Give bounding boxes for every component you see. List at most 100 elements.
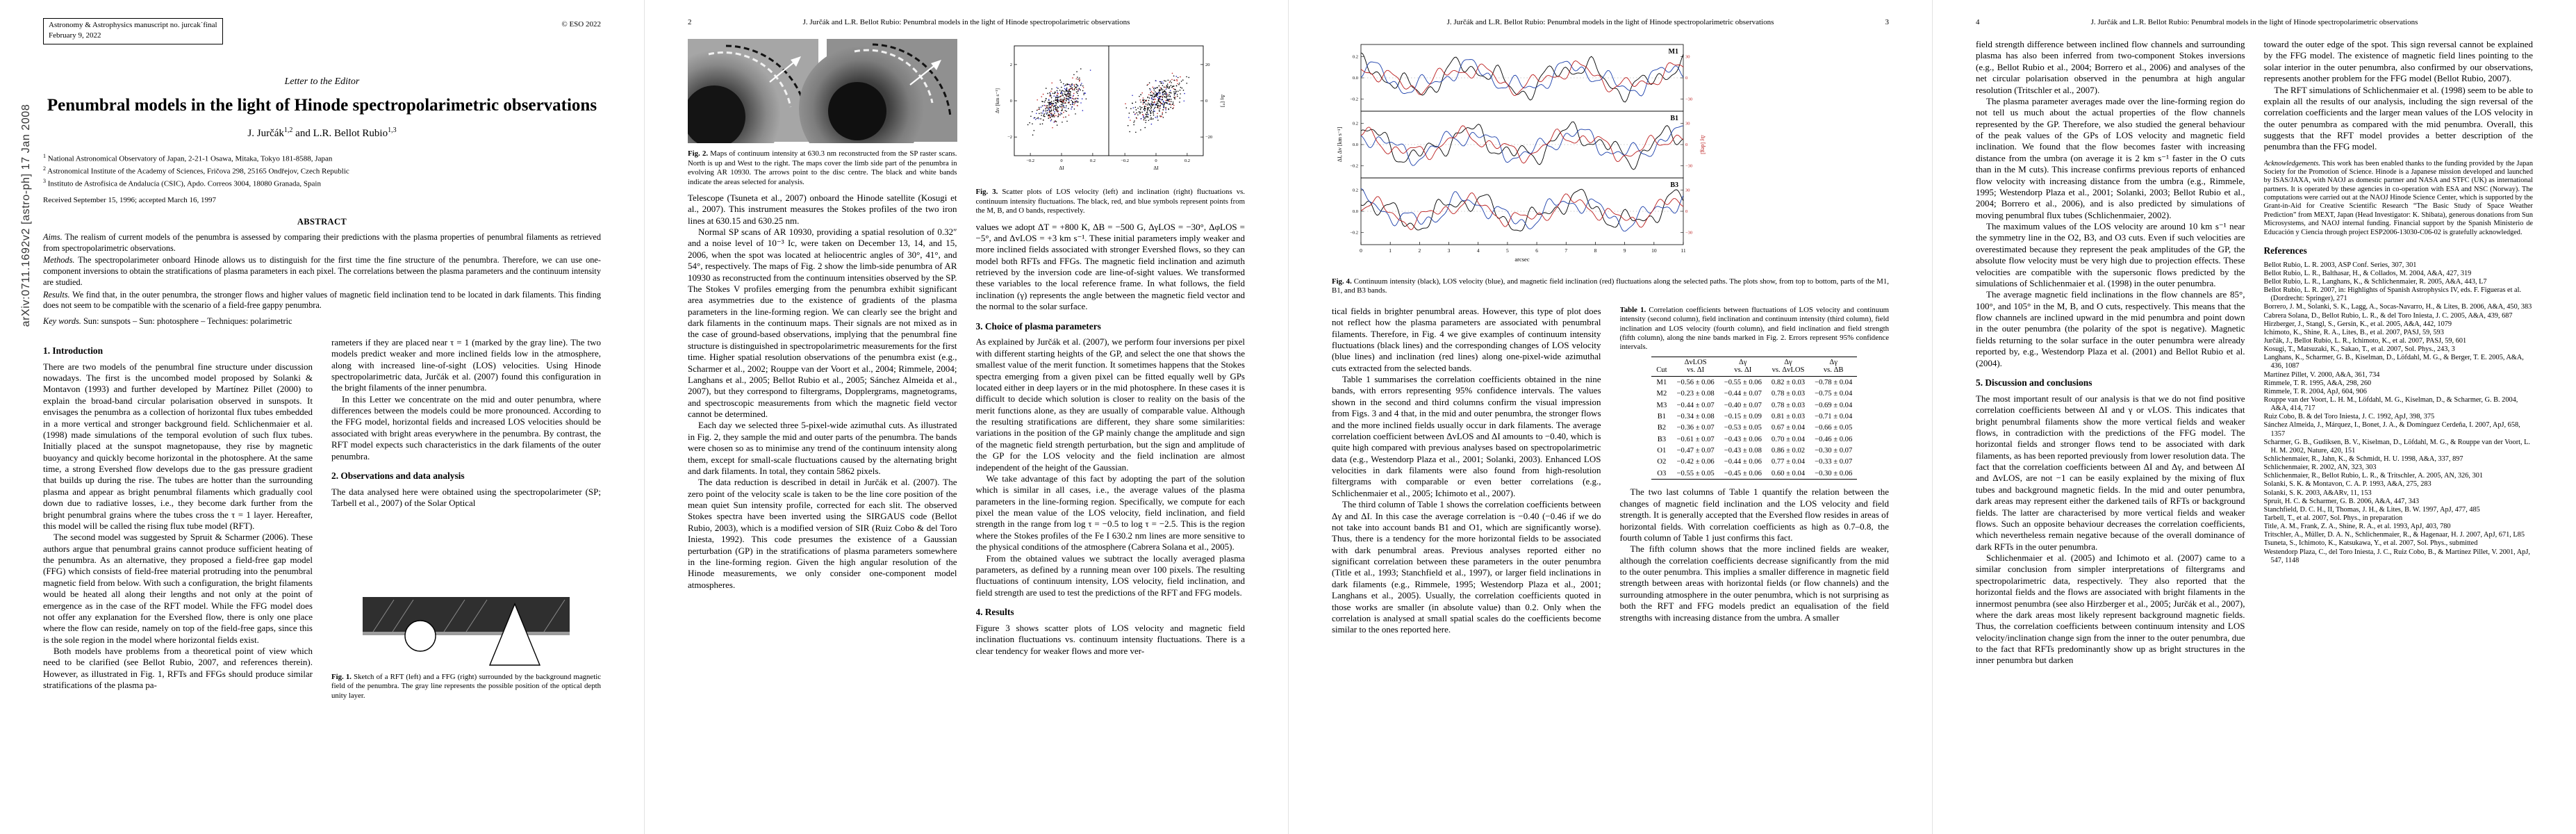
table-cell: −0.15 ± 0.09 <box>1724 412 1762 420</box>
figure-3-caption: Fig. 3. Scatter plots of LOS velocity (l… <box>976 188 1246 215</box>
author-1-affil-sup: 1,2 <box>283 126 293 134</box>
svg-text:ΔI, Δv [km s⁻¹]: ΔI, Δv [km s⁻¹] <box>1337 127 1343 163</box>
table-cell: −0.23 ± 0.08 <box>1676 390 1715 398</box>
page-number: 2 <box>688 18 692 26</box>
abstract-results: Results. We find that, in the outer penu… <box>43 290 601 311</box>
page1-right-column: rameters if they are placed near τ = 1 (… <box>331 337 601 782</box>
svg-text:−30: −30 <box>1685 164 1692 169</box>
running-title: J. Jurčák and L.R. Bellot Rubio: Penumbr… <box>2090 18 2418 26</box>
page-3: J. Jurčák and L.R. Bellot Rubio: Penumbr… <box>1288 0 1932 834</box>
svg-text:−2: −2 <box>1007 135 1012 140</box>
table-cell: −0.44 ± 0.07 <box>1676 401 1715 409</box>
table-cell: −0.33 ± 0.07 <box>1815 458 1853 466</box>
page-1: Astronomy & Astrophysics manuscript no. … <box>0 0 644 834</box>
table-cell: −0.56 ± 0.06 <box>1676 378 1715 386</box>
reference-entry: Borrero, J. M., Solanki, S. K., Lagg, A.… <box>2263 303 2532 311</box>
paragraph: The data reduction is described in detai… <box>688 477 957 590</box>
table-header-row: Cut ΔvLOS vs. ΔI Δγ vs. ΔI Δγ vs. ΔvLOS Δγ v… <box>1651 357 1858 377</box>
svg-text:0: 0 <box>1205 99 1207 104</box>
svg-text:B1: B1 <box>1670 115 1678 122</box>
svg-text:Δv [km s⁻¹]: Δv [km s⁻¹] <box>994 88 1000 113</box>
figure-4-caption-text: Continuum intensity (black), LOS velocit… <box>1332 277 1889 295</box>
reference-entry: Schlichenmaier, R. 2002, AN, 323, 303 <box>2263 464 2377 472</box>
reference-entry: Tritschler, A., Müller, D. A. N., Schlic… <box>2263 531 2525 539</box>
section-heading: 3. Choice of plasma parameters <box>975 320 1101 332</box>
reference-entry: Cabrera Solana, D., Bellot Rubio, L. R.,… <box>2263 311 2513 320</box>
reference-entry: Stanchfield, D. C. H., II, Thomas, J. H.… <box>2263 505 2480 514</box>
paragraph: The second model was suggested by Spruit… <box>43 532 313 645</box>
svg-text:−0.2: −0.2 <box>1026 158 1034 163</box>
aims-text: The realism of current models of the pen… <box>43 231 601 253</box>
keywords-line: Key words. Sun: sunspots – Sun: photosph… <box>43 316 601 327</box>
paragraph: The fifth column shows that the more inc… <box>1619 543 1890 623</box>
reference-entry: Rimmele, T. R. 1995, A&A, 298, 260 <box>2263 379 2372 387</box>
table-cell: −0.36 ± 0.07 <box>1676 424 1715 432</box>
acknowledgements: Acknowledgements. This work has been ena… <box>2264 160 2534 237</box>
table-cell-cut: O2 <box>1657 458 1667 466</box>
copyright-notice: © ESO 2022 <box>561 20 601 28</box>
reference-entry: Westendorp Plaza, C., del Toro Iniesta, … <box>2263 548 2530 564</box>
svg-text:−0.2: −0.2 <box>1350 164 1358 169</box>
svg-text:0.2: 0.2 <box>1090 158 1096 163</box>
svg-text:0.0: 0.0 <box>1353 76 1358 81</box>
table-row: O3 −0.55 ± 0.05 −0.45 ± 0.06 0.60 ± 0.04… <box>1651 468 1857 480</box>
reference-entry: Bellot Rubio, L. R. 2003, ASP Conf. Seri… <box>2263 261 2417 269</box>
figure-1-image <box>331 592 601 669</box>
page4-left-column: field strength difference between inclin… <box>1976 39 2245 801</box>
svg-text:20: 20 <box>1205 63 1210 67</box>
paragraph: As explained by Jurčák et al. (2007), we… <box>975 336 1246 473</box>
figure-2: Fig. 2. Maps of continuum intensity at 6… <box>688 39 957 187</box>
page3-right-column: Table 1. Correlation coefficients betwee… <box>1620 306 1890 784</box>
table-cell: −0.53 ± 0.05 <box>1724 424 1762 432</box>
table-cell: −0.71 ± 0.04 <box>1815 412 1853 420</box>
paragraph: Normal SP scans of AR 10930, providing a… <box>688 227 957 419</box>
paragraph: The two last columns of Table 1 quantify… <box>1619 486 1890 543</box>
table-cell: −0.78 ± 0.04 <box>1815 378 1853 386</box>
table-cell: −0.45 ± 0.06 <box>1724 469 1762 477</box>
svg-text:8: 8 <box>1594 247 1597 254</box>
reference-entry: Ichimoto, K., Shine, R. A., Lites, B., e… <box>2263 328 2444 336</box>
references-heading: References <box>2263 245 2307 256</box>
aims-label: Aims. <box>43 231 63 242</box>
table-cell: −0.61 ± 0.07 <box>1676 435 1715 443</box>
paragraph: The average magnetic field inclinations … <box>1976 289 2245 368</box>
table-cell: −0.69 ± 0.04 <box>1815 401 1853 409</box>
reference-entry: Schlichenmaier, R., Jahn, K., & Schmidt,… <box>2263 455 2463 463</box>
table-cell: 0.86 ± 0.02 <box>1771 446 1806 455</box>
figure-3-caption-text: Scatter plots of LOS velocity (left) and… <box>975 188 1246 215</box>
page-number: 3 <box>1885 18 1890 26</box>
manuscript-header: Astronomy & Astrophysics manuscript no. … <box>43 18 601 44</box>
arxiv-stamp: arXiv:0711.1692v2 [astro-ph] 17 Jan 2008 <box>20 104 32 327</box>
svg-text:0.0: 0.0 <box>1353 209 1358 214</box>
affiliation: 1 National Astronomical Observatory of J… <box>43 152 601 165</box>
paragraph: Table 1 summarises the correlation coeff… <box>1332 374 1601 498</box>
svg-text:−0.2: −0.2 <box>1350 231 1358 236</box>
table-cell: 0.81 ± 0.03 <box>1771 412 1806 420</box>
running-head: 2 J. Jurčák and L.R. Bellot Rubio: Penum… <box>688 18 1245 28</box>
table-1: Cut ΔvLOS vs. ΔI Δγ vs. ΔI Δγ vs. ΔvLOS Δγ v… <box>1651 356 1858 480</box>
svg-text:0.2: 0.2 <box>1353 121 1358 126</box>
svg-text:0: 0 <box>1685 76 1687 81</box>
figure-1-caption: Fig. 1. Sketch of a RFT (left) and a FFG… <box>331 673 601 701</box>
affiliation-text: Astronomical Institute of the Academy of… <box>47 167 349 176</box>
table-row: O2 −0.42 ± 0.06 −0.44 ± 0.06 0.77 ± 0.04… <box>1651 457 1857 468</box>
svg-text:Δγ [°]: Δγ [°] <box>1220 95 1226 107</box>
affiliation-text: Instituto de Astrofísica de Andalucía (C… <box>47 179 321 188</box>
running-title: J. Jurčák and L.R. Bellot Rubio: Penumbr… <box>802 18 1130 26</box>
table-cell: 0.78 ± 0.03 <box>1771 401 1806 409</box>
abstract-methods: Methods. The spectropolarimeter onboard … <box>43 255 601 288</box>
figure-4: M1 −0.2 0.0 0.2 −30 0 30 B1 −0.2 0.0 0.2 −30 0 30 B3 −0… <box>1332 39 1889 272</box>
reference-entry: Tsuneta, S., Ichimoto, K., Katsukawa, Y.… <box>2263 539 2478 548</box>
reference-entry: Schlichenmaier, R., Bellot Rubio, L. R.,… <box>2263 472 2484 480</box>
table-cell: −0.34 ± 0.08 <box>1676 412 1715 420</box>
svg-text:0.2: 0.2 <box>1353 54 1358 59</box>
svg-text:0.0: 0.0 <box>1353 142 1358 147</box>
table-cell: −0.75 ± 0.04 <box>1815 390 1853 398</box>
table-cell: −0.47 ± 0.07 <box>1676 446 1715 455</box>
svg-text:11: 11 <box>1681 247 1685 254</box>
running-head: J. Jurčák and L.R. Bellot Rubio: Penumbr… <box>1332 18 1889 28</box>
svg-text:3: 3 <box>1448 247 1451 254</box>
svg-text:6: 6 <box>1535 247 1538 254</box>
fig1-sketch <box>362 592 570 667</box>
table-cell: −0.55 ± 0.05 <box>1676 469 1715 477</box>
